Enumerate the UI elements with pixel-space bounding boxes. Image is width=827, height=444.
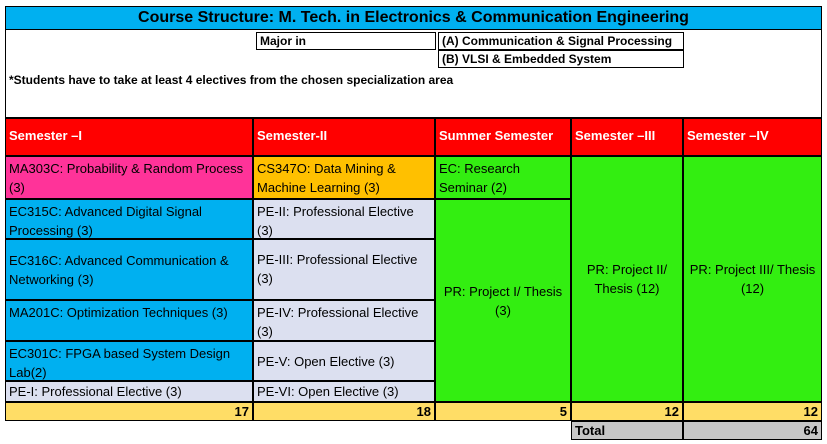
page-title: Course Structure: M. Tech. in Electronic…	[5, 6, 822, 30]
credits-sem4: 12	[683, 402, 822, 421]
credits-sem1: 17	[5, 402, 253, 421]
header-summer: Summer Semester	[435, 118, 571, 156]
course-pe1: PE-I: Professional Elective (3)	[5, 381, 253, 402]
course-project-1: PR: Project I/ Thesis (3)	[443, 283, 563, 318]
course-ma201c: MA201C: Optimization Techniques (3)	[5, 300, 253, 341]
total-label: Total	[571, 421, 683, 440]
course-ec315c: EC315C: Advanced Digital Signal Processi…	[5, 199, 253, 239]
major-b: (B) VLSI & Embedded System	[438, 50, 684, 68]
course-pe5-cell: PE-V: Open Elective (3)	[253, 341, 435, 381]
course-ec316c-cell: EC316C: Advanced Communication & Network…	[5, 239, 253, 300]
course-project-2-cell: PR: Project II/ Thesis (12)	[571, 156, 683, 402]
credits-sem2: 18	[253, 402, 435, 421]
major-a: (A) Communication & Signal Processing	[438, 32, 684, 50]
course-pe2: PE-II: Professional Elective (3)	[253, 199, 435, 239]
header-sem1: Semester –I	[5, 118, 253, 156]
credits-sem3: 12	[571, 402, 683, 421]
course-pe3: PE-III: Professional Elective (3)	[253, 239, 435, 300]
course-research-seminar: EC: Research Seminar (2)	[435, 156, 571, 199]
electives-note: *Students have to take at least 4 electi…	[9, 73, 454, 87]
course-project-2: PR: Project II/ Thesis (12)	[586, 262, 668, 296]
course-ec316c: EC316C: Advanced Communication & Network…	[9, 252, 229, 287]
course-project-3-cell: PR: Project III/ Thesis (12)	[683, 156, 822, 402]
course-pe6: PE-VI: Open Elective (3)	[253, 381, 435, 402]
course-pe5: PE-V: Open Elective (3)	[257, 353, 395, 369]
course-project-3: PR: Project III/ Thesis (12)	[689, 262, 816, 296]
header-sem3: Semester –III	[571, 118, 683, 156]
total-value: 64	[683, 421, 822, 440]
info-block: Major in (A) Communication & Signal Proc…	[5, 30, 822, 118]
course-project-1-cell: PR: Project I/ Thesis (3)	[435, 199, 571, 402]
course-ec301c: EC301C: FPGA based System Design Lab(2)	[5, 341, 253, 381]
credits-summer: 5	[435, 402, 571, 421]
header-sem2: Semester-II	[253, 118, 435, 156]
course-ma303c: MA303C: Probability & Random Process (3)	[5, 156, 253, 199]
course-cs347o: CS347O: Data Mining & Machine Learning (…	[253, 156, 435, 199]
course-pe4: PE-IV: Professional Elective (3)	[253, 300, 435, 341]
header-sem4: Semester –IV	[683, 118, 822, 156]
major-label: Major in	[256, 32, 436, 50]
